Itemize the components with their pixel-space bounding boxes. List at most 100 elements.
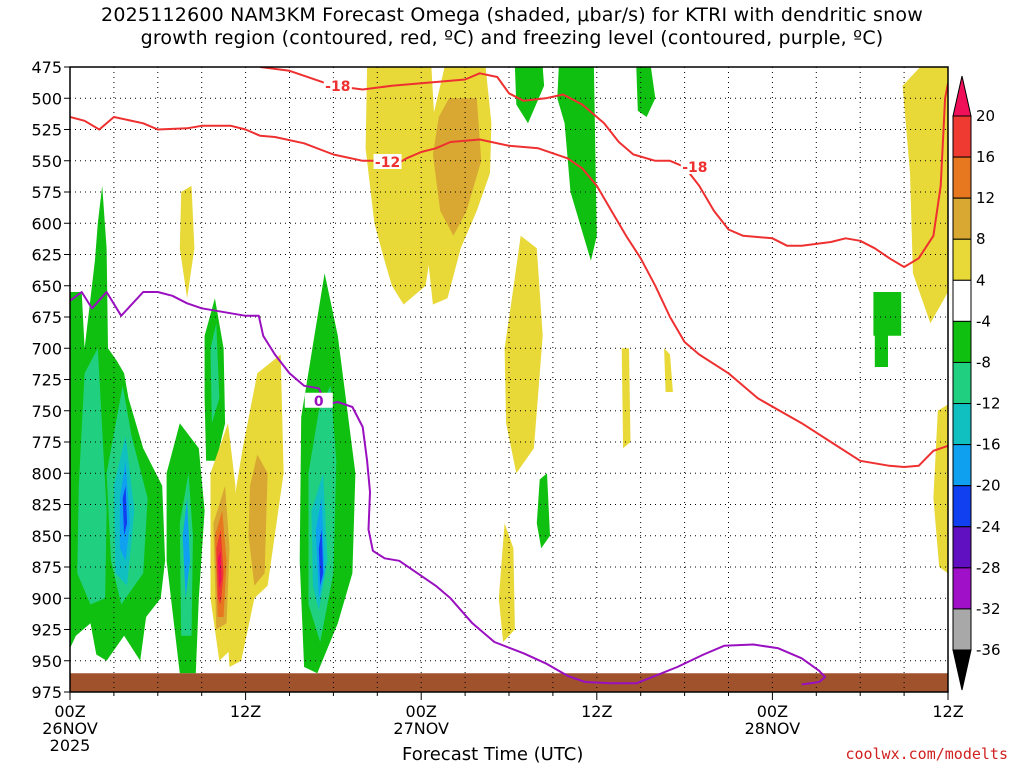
- colorbar-swatch: [952, 238, 972, 281]
- colorbar-swatch: [952, 115, 972, 158]
- colorbar-label: 12: [976, 189, 995, 207]
- colorbar-swatch-top: [952, 75, 972, 117]
- y-axis: 475 500 525 550 575 600 625 650 675 700 725 750 775 8…: [31, 58, 70, 702]
- x-tick-label: 00Z: [54, 702, 85, 721]
- omega-region-12: [514, 67, 545, 124]
- omega-region-21: [77, 348, 107, 605]
- colorbar-swatch: [952, 608, 972, 651]
- colorbar-label: -24: [976, 518, 1001, 536]
- colorbar-label: -20: [976, 477, 1001, 495]
- colorbar-swatch: [952, 279, 972, 322]
- y-tick-label: 825: [31, 496, 62, 515]
- dgz-contour-1: [70, 116, 948, 468]
- y-tick-label: 775: [31, 433, 62, 452]
- y-tick-label: 850: [31, 527, 62, 546]
- omega-region-3: [504, 235, 543, 474]
- y-tick-label: 675: [31, 308, 62, 327]
- colorbar-swatch: [952, 320, 972, 363]
- colorbar-label: 4: [976, 271, 986, 289]
- x-tick-year: 2025: [50, 736, 91, 755]
- grid-layer: [70, 66, 948, 693]
- y-tick-label: 875: [31, 558, 62, 577]
- colorbar-label: 20: [976, 107, 995, 125]
- y-tick-label: 600: [31, 214, 62, 233]
- y-tick-label: 800: [31, 464, 62, 483]
- x-tick-date: 28NOV: [745, 719, 801, 738]
- colorbar-label: -16: [976, 436, 1001, 454]
- dgz-label-upper-left-bg: [323, 77, 352, 93]
- y-tick-label: 975: [31, 683, 62, 702]
- omega-region-5: [179, 185, 195, 299]
- x-tick-label: 12Z: [581, 702, 612, 721]
- y-tick-label: 500: [31, 89, 62, 108]
- credit-text: coolwx.com/modelts: [845, 745, 1008, 763]
- y-tick-label: 700: [31, 339, 62, 358]
- colorbar-label: -12: [976, 395, 1001, 413]
- colorbar-swatch: [952, 361, 972, 405]
- dgz-contour-2: [683, 83, 948, 268]
- colorbar-swatch: [952, 526, 972, 569]
- colorbar-label: 8: [976, 230, 986, 248]
- y-tick-label: 525: [31, 121, 62, 140]
- omega-region-31: [122, 485, 128, 536]
- dgz-contour-0: [260, 67, 685, 168]
- dgz-label-upper-right: -18: [682, 160, 707, 176]
- colorbar-swatch: [952, 567, 972, 610]
- omega-region-0: [365, 67, 439, 305]
- colorbar-swatch: [952, 197, 972, 240]
- contour-layer: [70, 67, 948, 686]
- omega-region-37: [217, 550, 222, 589]
- dgz-label-upper-left: -18: [325, 79, 350, 95]
- contour-label-layer: -18 -18 -12 0: [304, 77, 709, 410]
- x-tick-label: 12Z: [932, 702, 963, 721]
- y-tick-label: 650: [31, 277, 62, 296]
- omega-region-32: [318, 529, 324, 586]
- x-tick-label: 12Z: [230, 702, 261, 721]
- x-tick-label: 00Z: [757, 702, 788, 721]
- x-tick-label: 00Z: [406, 702, 437, 721]
- omega-region-10: [902, 67, 948, 324]
- y-tick-label: 550: [31, 152, 62, 171]
- omega-shading-layer: [70, 67, 948, 692]
- colorbar-swatch-bottom: [952, 649, 972, 691]
- omega-region-9: [664, 348, 673, 392]
- x-axis-title: Forecast Time (UTC): [402, 744, 584, 765]
- y-tick-label: 725: [31, 371, 62, 390]
- dgz-label-mid-bg: [373, 154, 402, 169]
- y-tick-label: 900: [31, 589, 62, 608]
- colorbar-label: -28: [976, 559, 1001, 577]
- freezing-label: 0: [314, 394, 324, 410]
- colorbar: 20 16 12 8 4 -4 -8 -12 -16 -20 -24 -28 -32 -36: [952, 75, 1001, 691]
- colorbar-label: 16: [976, 148, 995, 166]
- y-tick-label: 750: [31, 402, 62, 421]
- x-tick-date: 27NOV: [393, 719, 449, 738]
- dgz-label-mid: -12: [375, 155, 400, 171]
- colorbar-swatch: [952, 403, 972, 446]
- omega-region-15: [536, 473, 550, 549]
- y-tick-label: 625: [31, 246, 62, 265]
- chart-title-line1: 2025112600 NAM3KM Forecast Omega (shaded…: [101, 4, 923, 26]
- colorbar-swatch: [952, 156, 972, 199]
- colorbar-label: -4: [976, 312, 991, 330]
- chart-title-line2: growth region (contoured, red, ºC) and f…: [140, 27, 884, 49]
- freezing-label-bg: [304, 392, 333, 408]
- colorbar-label: -36: [976, 641, 1001, 659]
- omega-region-29: [182, 498, 190, 599]
- omega-region-8: [621, 348, 631, 449]
- omega-region-25: [210, 323, 220, 424]
- freezing-level-contour: [70, 291, 827, 686]
- dgz-label-upper-right-bg: [680, 159, 709, 174]
- chart-title: 2025112600 NAM3KM Forecast Omega (shaded…: [0, 4, 1024, 50]
- y-tick-label: 475: [31, 58, 62, 77]
- omega-region-4: [498, 523, 515, 642]
- omega-region-2: [432, 98, 482, 236]
- x-tick-date: 26NOV: [42, 719, 98, 738]
- colorbar-label: -8: [976, 353, 991, 371]
- colorbar-swatch: [952, 485, 972, 528]
- omega-region-7: [248, 454, 268, 586]
- y-tick-label: 950: [31, 652, 62, 671]
- y-tick-label: 575: [31, 183, 62, 202]
- colorbar-swatch: [952, 444, 972, 487]
